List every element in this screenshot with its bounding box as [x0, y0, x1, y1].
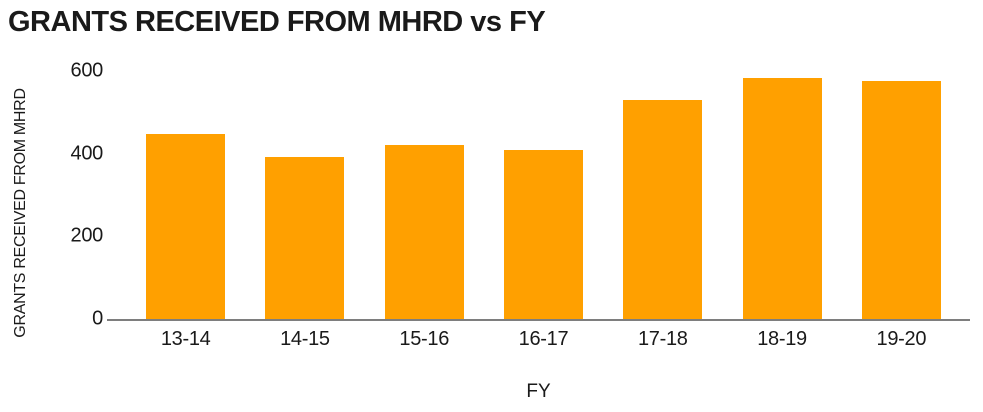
- bar-19-20[interactable]: [861, 80, 941, 319]
- bar-15-16[interactable]: [384, 145, 464, 319]
- y-tick-label: 0: [92, 307, 103, 330]
- x-tick-label: 13-14: [160, 328, 211, 350]
- y-tick-label: 200: [70, 224, 104, 247]
- plot-area: 13-14 14-15 15-16 16-17 17-18 18-19 19-20: [107, 71, 970, 351]
- x-tick-label: 17-18: [637, 328, 688, 350]
- chart-title: GRANTS RECEIVED FROM MHRD vs FY: [8, 6, 546, 38]
- bar-13-14[interactable]: [146, 134, 226, 319]
- bar-18-19[interactable]: [742, 78, 822, 319]
- x-tick-label: 18-19: [757, 328, 807, 350]
- bar-17-18[interactable]: [623, 100, 703, 319]
- y-axis-ticks: 0 200 400 600: [0, 60, 104, 330]
- bar-14-15[interactable]: [265, 157, 345, 319]
- x-tick-label: 14-15: [280, 328, 330, 350]
- bar-16-17[interactable]: [503, 149, 583, 319]
- y-tick-label: 400: [70, 142, 104, 165]
- x-tick-label: 19-20: [876, 328, 927, 350]
- y-tick-label: 600: [70, 59, 104, 82]
- x-axis-title: FY: [526, 381, 551, 402]
- x-axis-ticks: 13-14 14-15 15-16 16-17 17-18 18-19 19-20: [107, 321, 970, 351]
- bars-row: [107, 71, 970, 321]
- x-tick-label: 16-17: [518, 328, 569, 350]
- x-tick-label: 15-16: [399, 328, 450, 350]
